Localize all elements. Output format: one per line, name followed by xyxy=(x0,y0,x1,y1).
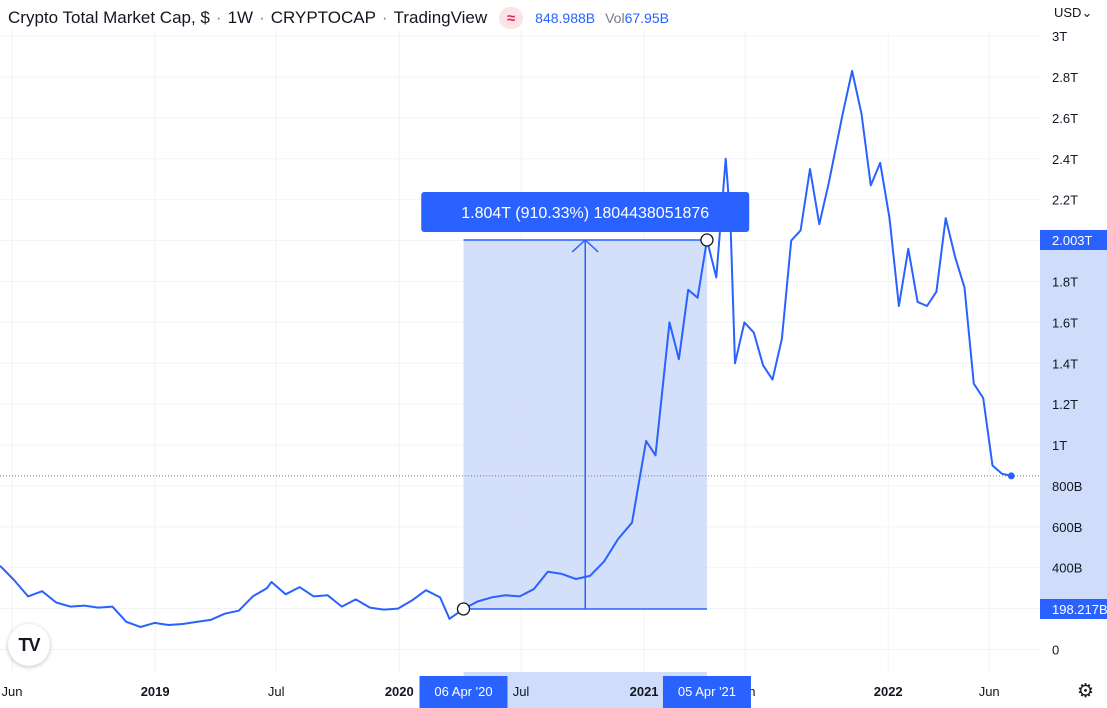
measure-start-handle[interactable] xyxy=(456,602,471,616)
source-label: TradingView xyxy=(393,8,488,27)
current-value: 848.988B xyxy=(535,10,596,26)
header-separator: · xyxy=(381,8,388,27)
measure-result-label: 1.804T (910.33%) 1804438051876 xyxy=(421,191,750,232)
start-value-label-text: 198.217B xyxy=(1052,602,1107,617)
y-tick-label: 600B xyxy=(1052,520,1082,535)
y-tick-label: 2.2T xyxy=(1052,193,1078,208)
interval-label[interactable]: 1W xyxy=(227,8,254,27)
x-tick-label: 2022 xyxy=(874,684,903,699)
volume-label: Vol xyxy=(605,10,625,26)
price-axis-ticks: 0 400B 600B 800B 1T 1.2T 1.4T 1.6T 1.8T 2.2T 2.4T 2… xyxy=(1052,29,1082,657)
tradingview-logo[interactable]: TV xyxy=(8,624,50,666)
y-tick-label: 2.4T xyxy=(1052,152,1078,167)
header-separator: · xyxy=(259,8,265,27)
y-tick-label: 800B xyxy=(1052,479,1082,494)
y-tick-label: 400B xyxy=(1052,561,1082,576)
series-line-total-market-cap xyxy=(0,69,1012,628)
measure-label-background xyxy=(421,191,750,232)
time-axis-start-date-label: 06 Apr '20 xyxy=(419,676,508,708)
volume-value: 67.95B xyxy=(624,10,669,26)
y-tick-label: 0 xyxy=(1052,643,1059,658)
y-tick-label: 1.6T xyxy=(1052,315,1078,330)
chevron-down-icon: ⌄ xyxy=(1081,5,1093,20)
price-axis-start-value-label: 198.217B xyxy=(1040,598,1107,619)
logo-text: TV xyxy=(18,634,40,655)
x-tick-label: Jul xyxy=(268,684,285,699)
x-tick-label: 2020 xyxy=(385,684,414,699)
end-date-label-text: 05 Apr '21 xyxy=(678,684,736,699)
header-separator: · xyxy=(215,8,222,27)
y-tick-label: 1.4T xyxy=(1052,356,1078,371)
currency-selector[interactable]: USD⌄ xyxy=(1054,5,1092,21)
y-tick-label: 1.2T xyxy=(1052,397,1078,412)
y-tick-label: 2.6T xyxy=(1052,111,1078,126)
x-tick-label: 2019 xyxy=(141,684,170,699)
start-date-label-background xyxy=(419,676,508,708)
x-tick-label: Jun xyxy=(979,684,1000,699)
measure-label-text: 1.804T (910.33%) 1804438051876 xyxy=(461,205,709,222)
y-tick-label: 1T xyxy=(1052,438,1067,453)
chart-header: Crypto Total Market Cap, $ · 1W · CRYPTO… xyxy=(8,6,669,30)
measure-arrowhead-icon xyxy=(571,238,599,253)
currency-label: USD xyxy=(1054,5,1082,20)
x-tick-label: 2021 xyxy=(630,684,659,699)
x-tick-label: Jun xyxy=(2,684,23,699)
last-point-marker xyxy=(1007,472,1015,480)
ticker-label: CRYPTOCAP xyxy=(270,8,376,27)
end-value-label-background xyxy=(1040,229,1107,250)
time-axis-end-date-label: 05 Apr '21 xyxy=(662,676,751,708)
start-date-label-text: 06 Apr '20 xyxy=(434,684,492,699)
y-tick-label: 1.8T xyxy=(1052,274,1078,289)
price-axis-end-value-label: 2.003T xyxy=(1040,229,1107,250)
x-tick-label: Jul xyxy=(513,684,530,699)
price-axis-range-highlight xyxy=(1040,239,1107,609)
symbol-title[interactable]: Crypto Total Market Cap, $ xyxy=(8,8,210,27)
y-tick-label: 2.8T xyxy=(1052,70,1078,85)
end-date-label-background xyxy=(662,676,751,708)
end-value-label-text: 2.003T xyxy=(1052,233,1093,248)
start-value-label-background xyxy=(1040,598,1107,619)
chart-grid xyxy=(0,30,1040,672)
wave-approx-icon[interactable]: ≈ xyxy=(499,7,524,29)
y-tick-label: 3T xyxy=(1052,29,1067,44)
gear-icon[interactable]: ⚙ xyxy=(1077,681,1095,702)
measure-end-handle[interactable] xyxy=(700,233,714,247)
